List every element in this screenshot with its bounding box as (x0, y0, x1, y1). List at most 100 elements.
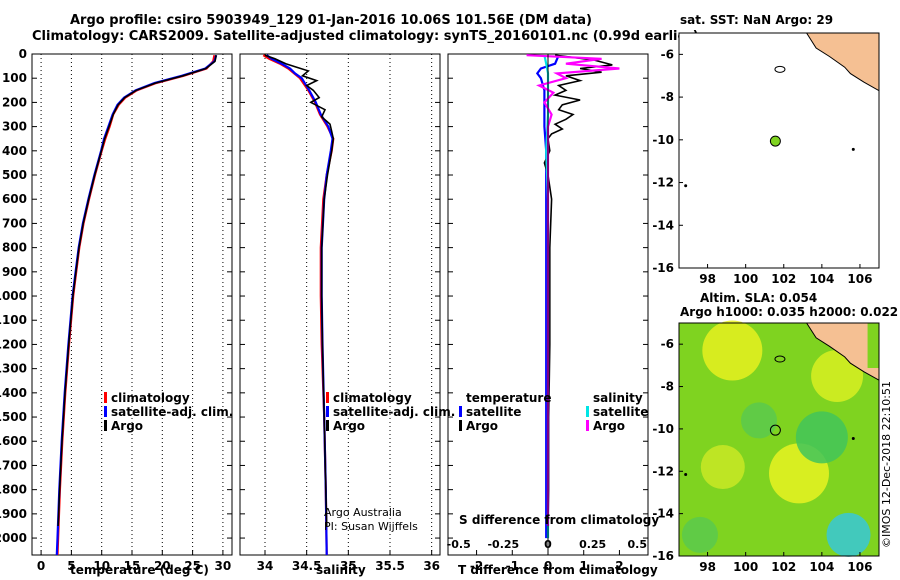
map-x-tick-label-sla: 104 (809, 560, 834, 574)
salinity-legend-swatch (326, 420, 329, 431)
diff-salinity-legend-swatch (586, 406, 589, 417)
salinity-legend-swatch (326, 406, 329, 417)
diff-temperature-legend-label: temperature (466, 391, 551, 405)
island-christmas-sst (851, 147, 855, 151)
top-tick-label: -0.5 (447, 538, 471, 551)
depth-tick-label: 1000 (0, 289, 27, 303)
depth-tick-label: 500 (2, 168, 27, 182)
salinity-legend-label: Argo (333, 419, 365, 433)
temperature-legend-swatch (104, 392, 107, 403)
depth-tick-label: 200 (2, 95, 27, 109)
series-line-temperature-argo (57, 55, 217, 527)
salinity-annotation-2: PI: Susan Wijffels (324, 520, 418, 533)
x-tick-label-difference: -2 (470, 559, 483, 573)
x-tick-label-salinity: 35.5 (375, 559, 405, 573)
temperature-legend-label: satellite-adj. clim. (111, 405, 233, 419)
island-cocos-sst (684, 184, 688, 188)
sla-blob (700, 445, 745, 490)
map-x-tick-label-sst: 104 (809, 272, 834, 286)
x-tick-label-temperature: 25 (184, 559, 201, 573)
map-y-tick-label-sla: -14 (652, 507, 674, 521)
depth-tick-label: 1400 (0, 386, 27, 400)
map-frame-sst (678, 32, 880, 269)
sla-blob (795, 411, 848, 464)
map-y-tick-label-sla: -6 (661, 337, 674, 351)
map-y-tick-label-sst: -12 (652, 176, 674, 190)
map-y-tick-label-sla: -16 (652, 549, 674, 563)
depth-tick-label: 1800 (0, 483, 27, 497)
argo-position-marker-sla (769, 424, 781, 436)
map-x-tick-label-sla: 106 (847, 560, 872, 574)
depth-tick-label: 300 (2, 120, 27, 134)
map-y-tick-label-sst: -10 (652, 133, 674, 147)
depth-tick-label: 1700 (0, 458, 27, 472)
depth-tick-label: 2000 (0, 531, 27, 545)
salinity-legend-swatch (326, 392, 329, 403)
salinity-annotation-1: Argo Australia (324, 506, 402, 519)
island-sst (774, 65, 786, 73)
depth-tick-label: 1300 (0, 362, 27, 376)
diff-temperature-legend-swatch (459, 406, 462, 417)
diff-temperature-legend-label: Argo (466, 419, 498, 433)
island-cocos-sla (684, 472, 688, 476)
sla-corner-strip (867, 323, 879, 368)
panel-frame-salinity (239, 53, 441, 556)
diff-salinity-legend-label: salinity (593, 391, 643, 405)
depth-tick-label: 100 (2, 71, 27, 85)
depth-tick-label: 700 (2, 216, 27, 230)
series-line-difference-targo (543, 54, 613, 527)
sla-blob (702, 320, 763, 381)
temperature-legend-label: Argo (111, 419, 143, 433)
map-frame-sla (678, 322, 880, 557)
depth-tick-label: 1100 (0, 313, 27, 327)
map-y-tick-label-sla: -8 (661, 380, 674, 394)
diff-temperature-legend-label: satellite (466, 405, 521, 419)
top-tick-label: 0.25 (579, 538, 606, 551)
series-line-salinity-argo (264, 54, 335, 527)
depth-tick-label: 1500 (0, 410, 27, 424)
x-tick-label-salinity: 34.5 (292, 559, 322, 573)
title-line-1: Argo profile: csiro 5903949_129 01-Jan-2… (70, 13, 592, 28)
diff-salinity-legend-label: Argo (593, 419, 625, 433)
x-tick-label-temperature: 5 (67, 559, 75, 573)
series-line-temperature-climatology (56, 54, 216, 556)
x-tick-label-salinity: 34 (257, 559, 274, 573)
map-y-tick-label-sla: -10 (652, 422, 674, 436)
depth-tick-label: 1200 (0, 337, 27, 351)
top-tick-label: 0.5 (628, 538, 648, 551)
diff-salinity-legend-label: satellite (593, 405, 648, 419)
map-x-tick-label-sla: 102 (771, 560, 796, 574)
sla-blob (681, 516, 718, 553)
temperature-xlabel: temperature (deg C) (70, 563, 209, 577)
map-y-tick-label-sst: -8 (661, 90, 674, 104)
diff-temperature-legend-swatch (459, 420, 462, 431)
x-tick-label-salinity: 36 (423, 559, 440, 573)
map-y-tick-label-sst: -16 (652, 261, 674, 275)
map-x-tick-label-sla: 98 (699, 560, 716, 574)
x-tick-label-temperature: 15 (124, 559, 141, 573)
x-tick-label-temperature: 20 (154, 559, 171, 573)
series-line-difference-tsatellite (535, 54, 560, 539)
island-sla (774, 355, 786, 363)
map-y-tick-label-sst: -14 (652, 218, 674, 232)
salinity-xlabel: salinity (316, 563, 366, 577)
sla-blob (826, 512, 871, 557)
depth-tick-label: 800 (2, 241, 27, 255)
sla-blob (741, 402, 777, 439)
map-y-tick-label-sla: -12 (652, 464, 674, 478)
credit-text: ©IMOS 12-Dec-2018 22:10:51 (880, 381, 893, 548)
depth-tick-label: 600 (2, 192, 27, 206)
depth-tick-label: 1900 (0, 507, 27, 521)
x-tick-label-difference: -1 (506, 559, 519, 573)
panel-frame-temperature (31, 53, 233, 556)
temperature-legend-swatch (104, 406, 107, 417)
depth-tick-label: 1600 (0, 434, 27, 448)
x-tick-label-temperature: 30 (215, 559, 232, 573)
series-line-difference-sargo (526, 54, 620, 526)
temperature-legend-swatch (104, 420, 107, 431)
diff-salinity-legend-swatch (586, 420, 589, 431)
depth-tick-label: 400 (2, 144, 27, 158)
sst-map-title: sat. SST: NaN Argo: 29 (680, 13, 834, 27)
map-y-tick-label-sst: -6 (661, 47, 674, 61)
